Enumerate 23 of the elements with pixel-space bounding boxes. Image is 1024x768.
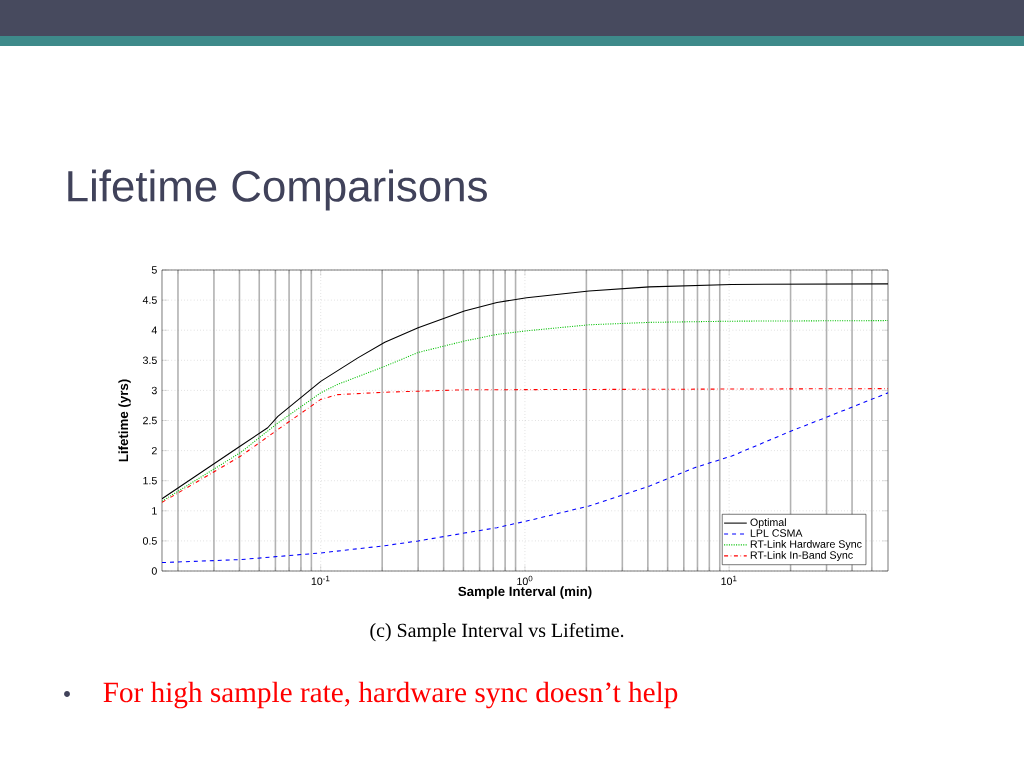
y-tick-label: 3	[151, 386, 157, 395]
y-axis-title: Lifetime (yrs)	[118, 379, 131, 462]
x-tick-label: 10$^{-1}$	[311, 575, 330, 586]
text: For high sample rate, hardware sync doesn’t help	[103, 681, 678, 709]
y-tick-label: 0.5	[142, 537, 157, 545]
x-tick-label: 10$^{1}$	[721, 575, 737, 586]
y-tick-label: 4.5	[142, 296, 157, 304]
y-tick-label: 5	[151, 266, 157, 274]
text: (c) Sample Interval vs Lifetime.	[370, 622, 624, 642]
y-tick-label: 2.5	[143, 416, 157, 425]
y-tick-label: 1.5	[143, 477, 157, 485]
legend-label: RT-Link Hardware Sync	[750, 540, 862, 550]
legend-label: RT-Link In-Band Sync	[750, 551, 853, 561]
chart-title: Lifetime Comparisons	[68, 169, 487, 211]
y-tick-label: 2	[151, 446, 157, 455]
legend-label: LPL CSMA	[750, 529, 803, 537]
legend-label: Optimal	[750, 518, 786, 529]
x-axis-title: Sample Interval (min)	[458, 586, 592, 599]
y-tick-label: 1	[152, 507, 157, 515]
y-tick-label: 3.5	[142, 356, 157, 365]
x-tick-label: 10$^{0}$	[517, 575, 533, 586]
y-tick-label: 0	[151, 567, 157, 575]
y-tick-label: 4	[151, 326, 157, 334]
